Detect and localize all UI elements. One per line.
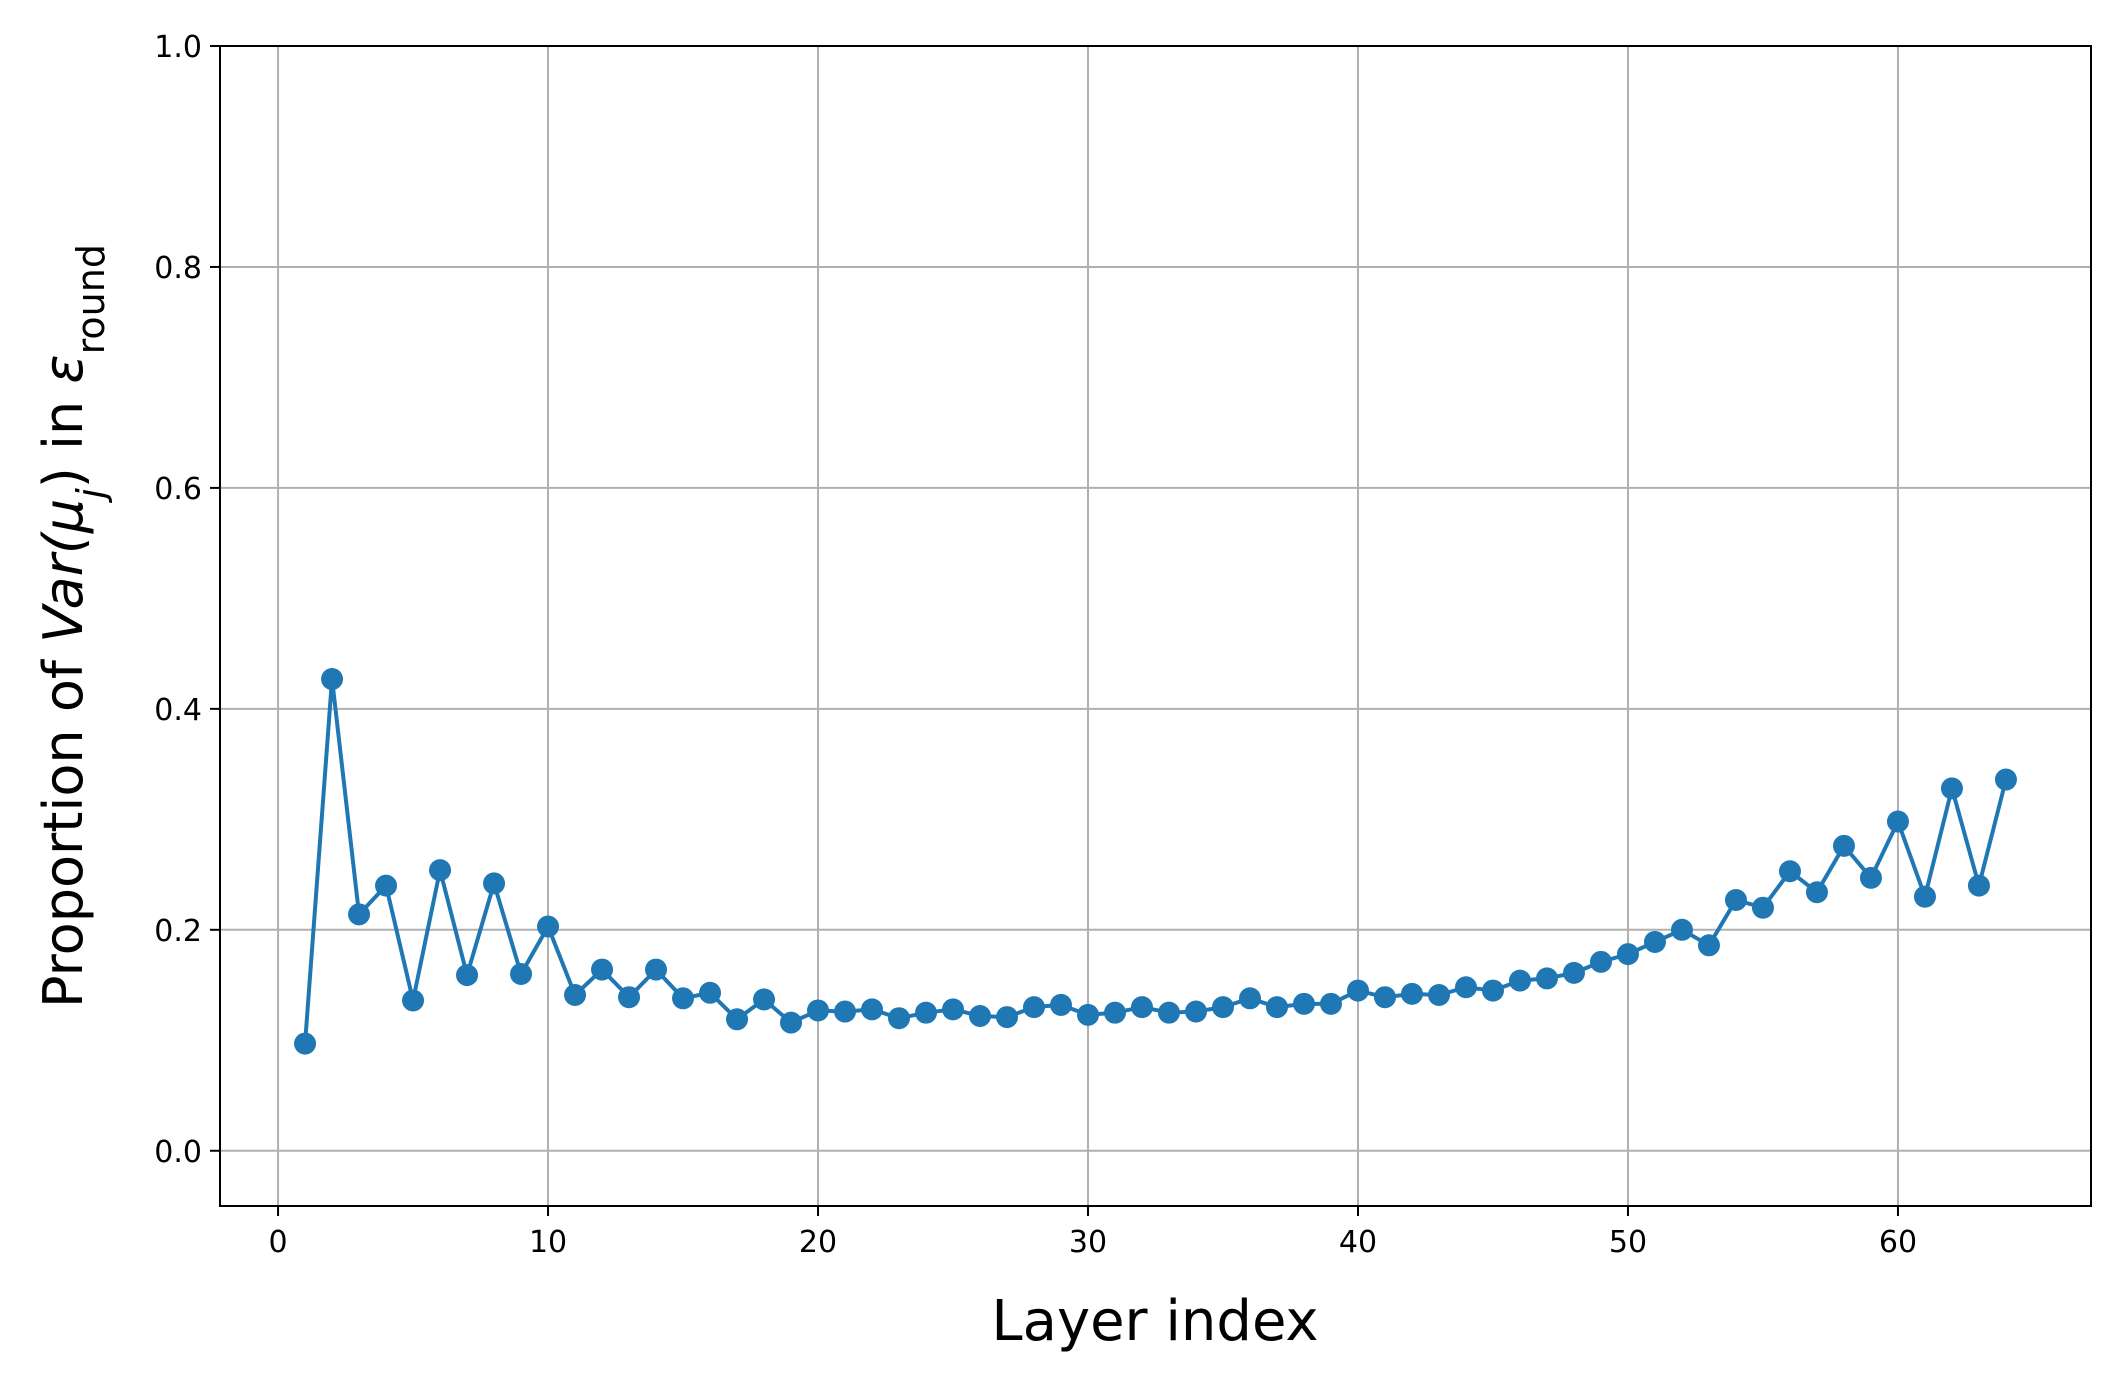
marker bbox=[1967, 874, 1990, 897]
marker bbox=[1023, 996, 1046, 1019]
marker bbox=[834, 1000, 857, 1023]
marker bbox=[1157, 1001, 1180, 1024]
marker bbox=[1589, 950, 1612, 973]
marker bbox=[510, 963, 533, 985]
marker bbox=[1805, 881, 1828, 904]
marker bbox=[1050, 993, 1073, 1016]
marker bbox=[429, 859, 452, 882]
marker bbox=[1211, 996, 1234, 1019]
y-label-part: ε bbox=[32, 354, 95, 383]
marker bbox=[888, 1007, 911, 1030]
x-axis-label: Layer index bbox=[991, 1289, 1318, 1354]
marker bbox=[1832, 834, 1855, 857]
y-tick-label: 0.8 bbox=[154, 251, 202, 286]
marker bbox=[1131, 996, 1154, 1019]
marker bbox=[1508, 969, 1531, 992]
x-tick-label: 50 bbox=[1609, 1225, 1647, 1260]
marker bbox=[1670, 918, 1693, 941]
marker bbox=[1697, 934, 1720, 957]
y-label-part: Var(μ bbox=[32, 499, 95, 643]
marker bbox=[969, 1004, 992, 1027]
marker bbox=[1454, 976, 1477, 999]
marker bbox=[348, 903, 371, 926]
marker bbox=[1562, 961, 1585, 984]
marker bbox=[1751, 896, 1774, 919]
marker bbox=[1427, 983, 1450, 1006]
x-tick-label: 20 bbox=[799, 1225, 837, 1260]
y-label-part: Proportion of bbox=[32, 643, 95, 1008]
marker bbox=[807, 999, 830, 1022]
marker bbox=[1535, 967, 1558, 990]
marker bbox=[1077, 1003, 1100, 1026]
marker bbox=[1643, 930, 1666, 953]
marker bbox=[942, 998, 965, 1021]
marker bbox=[1940, 777, 1963, 800]
marker bbox=[1994, 768, 2017, 791]
marker bbox=[861, 998, 884, 1021]
marker bbox=[1400, 982, 1423, 1005]
y-label-part: round bbox=[69, 244, 113, 354]
marker bbox=[1913, 885, 1936, 908]
plot-frame bbox=[219, 45, 2092, 1207]
marker bbox=[672, 987, 695, 1010]
marker bbox=[1104, 1001, 1127, 1024]
marker bbox=[1373, 986, 1396, 1009]
marker bbox=[591, 958, 614, 981]
marker bbox=[537, 915, 560, 938]
marker bbox=[915, 1001, 938, 1024]
marker bbox=[753, 988, 776, 1011]
marker bbox=[1346, 979, 1369, 1002]
marker bbox=[564, 983, 587, 1006]
marker bbox=[1859, 866, 1882, 889]
marker bbox=[1238, 987, 1261, 1010]
y-tick-label: 0.0 bbox=[154, 1135, 202, 1170]
marker bbox=[402, 989, 425, 1012]
marker bbox=[1724, 888, 1747, 911]
x-tick-label: 30 bbox=[1069, 1225, 1107, 1260]
marker bbox=[294, 1032, 317, 1055]
marker bbox=[375, 874, 398, 897]
marker bbox=[645, 958, 668, 981]
marker bbox=[1616, 943, 1639, 966]
marker bbox=[618, 986, 641, 1009]
marker bbox=[1481, 979, 1504, 1002]
marker bbox=[456, 964, 479, 987]
y-tick-label: 0.6 bbox=[154, 472, 202, 507]
marker bbox=[996, 1006, 1019, 1029]
line bbox=[303, 678, 2008, 1044]
marker bbox=[1319, 992, 1342, 1015]
marker bbox=[1778, 860, 1801, 883]
x-tick-label: 0 bbox=[269, 1225, 288, 1260]
marker bbox=[321, 668, 344, 691]
marker bbox=[1292, 992, 1315, 1015]
marker bbox=[780, 1011, 803, 1034]
y-tick-label: 0.4 bbox=[154, 693, 202, 728]
marker bbox=[1886, 810, 1909, 833]
x-tick-label: 60 bbox=[1879, 1225, 1917, 1260]
marker bbox=[1184, 1000, 1207, 1023]
x-tick-label: 10 bbox=[529, 1225, 567, 1260]
y-label-part: ) in bbox=[32, 384, 95, 489]
marker bbox=[483, 872, 506, 895]
y-axis-label: Proportion of Var(μj) in εround bbox=[32, 244, 113, 1008]
y-tick-label: 1.0 bbox=[154, 30, 202, 65]
marker bbox=[726, 1008, 749, 1031]
x-tick-label: 40 bbox=[1339, 1225, 1377, 1260]
marker bbox=[1265, 996, 1288, 1019]
y-tick-label: 0.2 bbox=[154, 914, 202, 949]
marker bbox=[699, 981, 722, 1004]
